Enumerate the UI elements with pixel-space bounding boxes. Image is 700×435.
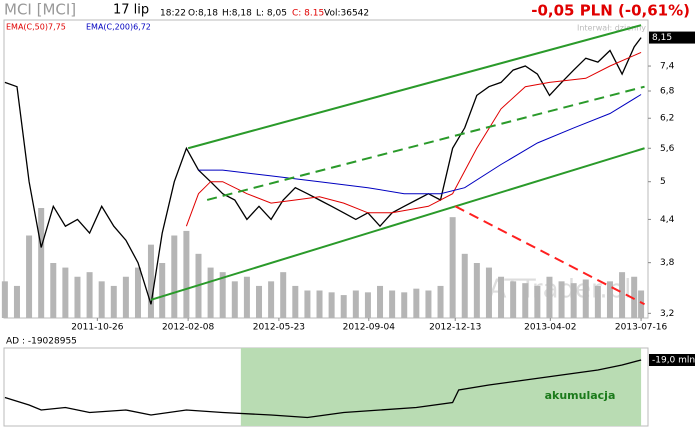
last-value-box xyxy=(649,354,695,366)
volume-bar xyxy=(570,283,577,318)
volume-bar xyxy=(147,244,154,318)
series-line xyxy=(198,94,642,195)
volume-bar xyxy=(377,285,384,318)
volume-bar xyxy=(243,276,250,318)
volume-bar xyxy=(74,276,81,318)
time: 18:22 xyxy=(160,9,186,19)
volume-bar xyxy=(1,281,8,318)
volume-bar xyxy=(485,267,492,318)
volume-bar xyxy=(62,267,69,318)
y-tick-label: 3,2 xyxy=(660,309,674,319)
volume-bar xyxy=(534,285,541,318)
volume-bar xyxy=(86,272,93,318)
low: L: 8,05 xyxy=(256,9,287,19)
volume-bar xyxy=(134,267,141,318)
volume-bar xyxy=(352,290,359,318)
annotation: akumulacja xyxy=(545,389,616,402)
volume-bar xyxy=(606,281,613,318)
y-tick-label: 7,4 xyxy=(660,62,675,72)
x-tick-label: 2012-05-23 xyxy=(253,323,305,333)
open: O:8,18 xyxy=(188,9,218,19)
volume-bar xyxy=(50,263,57,318)
last-value-label: 8,15 xyxy=(652,33,672,43)
volume-bar xyxy=(364,292,371,318)
x-tick-label: 2013-04-02 xyxy=(524,323,576,333)
price-panel xyxy=(3,19,649,319)
volume-bar xyxy=(268,281,275,318)
volume-bar xyxy=(38,208,45,318)
series-line xyxy=(4,37,642,305)
volume-bar xyxy=(631,276,638,318)
volume-bar xyxy=(461,253,468,318)
volume-bar xyxy=(207,267,214,318)
volume-bar xyxy=(171,235,178,318)
x-tick-label: 2012-12-13 xyxy=(429,323,481,333)
y-tick-label: 3,8 xyxy=(660,258,675,268)
volume-bar xyxy=(98,281,105,318)
volume-bar xyxy=(498,276,505,318)
series-line xyxy=(4,359,642,419)
volume-bar xyxy=(13,285,20,318)
volume-bar xyxy=(159,263,166,318)
volume-bar xyxy=(510,281,517,318)
volume-bar xyxy=(401,292,408,318)
date: 17 lip xyxy=(113,3,149,18)
volume-bar xyxy=(231,281,238,318)
volume-bar xyxy=(340,295,347,318)
ad-title: AD : -19028955 xyxy=(6,337,77,347)
trendline xyxy=(206,85,645,201)
interval: Interwał: dzienny xyxy=(577,24,646,33)
y-tick-label: 6,8 xyxy=(660,86,675,96)
volume-bar xyxy=(582,279,589,318)
series-line xyxy=(185,51,642,227)
volume-bar xyxy=(546,276,553,318)
highlight xyxy=(240,348,642,426)
last-value-box xyxy=(649,31,695,44)
high: H:8,18 xyxy=(222,9,252,19)
x-tick-label: 2011-10-26 xyxy=(71,323,124,333)
volume-bar xyxy=(437,285,444,318)
volume-bar xyxy=(638,290,645,318)
volume-bar xyxy=(122,276,129,318)
volume-bar xyxy=(256,285,263,318)
volume-bar xyxy=(522,283,529,318)
volume-bar xyxy=(473,263,480,318)
volume-bar xyxy=(328,292,335,318)
y-tick-label: 5,6 xyxy=(660,144,675,154)
change: -0,05 PLN (-0,61%) xyxy=(531,2,690,20)
legend-entry: EMA(C,200)6,72 xyxy=(86,23,151,32)
y-tick-label: 5 xyxy=(660,177,666,187)
volume-bar xyxy=(594,285,601,318)
y-tick-label: 6,2 xyxy=(660,114,674,124)
y-tick-label: 4,4 xyxy=(660,215,675,225)
last-value-label: -19,0 mln xyxy=(652,356,695,366)
volume-bar xyxy=(304,290,311,318)
volume-bar xyxy=(425,290,432,318)
volume-bar xyxy=(558,281,565,318)
volume-bar xyxy=(292,285,299,318)
volume-bar xyxy=(183,230,190,318)
volume-bar xyxy=(316,290,323,318)
volume-bar xyxy=(449,217,456,318)
volume-bar xyxy=(389,290,396,318)
trendline xyxy=(150,147,645,301)
volume-bar xyxy=(110,285,117,318)
volume: Vol:36542 xyxy=(324,9,369,19)
x-tick-label: 2013-07-16 xyxy=(615,323,668,333)
x-tick-label: 2012-09-04 xyxy=(343,323,396,333)
volume-bar xyxy=(619,272,626,318)
volume-bar xyxy=(219,272,226,318)
close: C: 8.15 xyxy=(292,9,324,19)
volume-bar xyxy=(26,235,33,318)
x-tick-label: 2012-02-08 xyxy=(162,323,215,333)
volume-bar xyxy=(413,288,420,318)
volume-bar xyxy=(280,272,287,318)
symbol: MCI [MCI] xyxy=(4,1,76,19)
legend-entry: EMA(C,50)7,75 xyxy=(6,23,66,32)
trendline xyxy=(187,24,642,150)
trendline xyxy=(454,205,646,306)
